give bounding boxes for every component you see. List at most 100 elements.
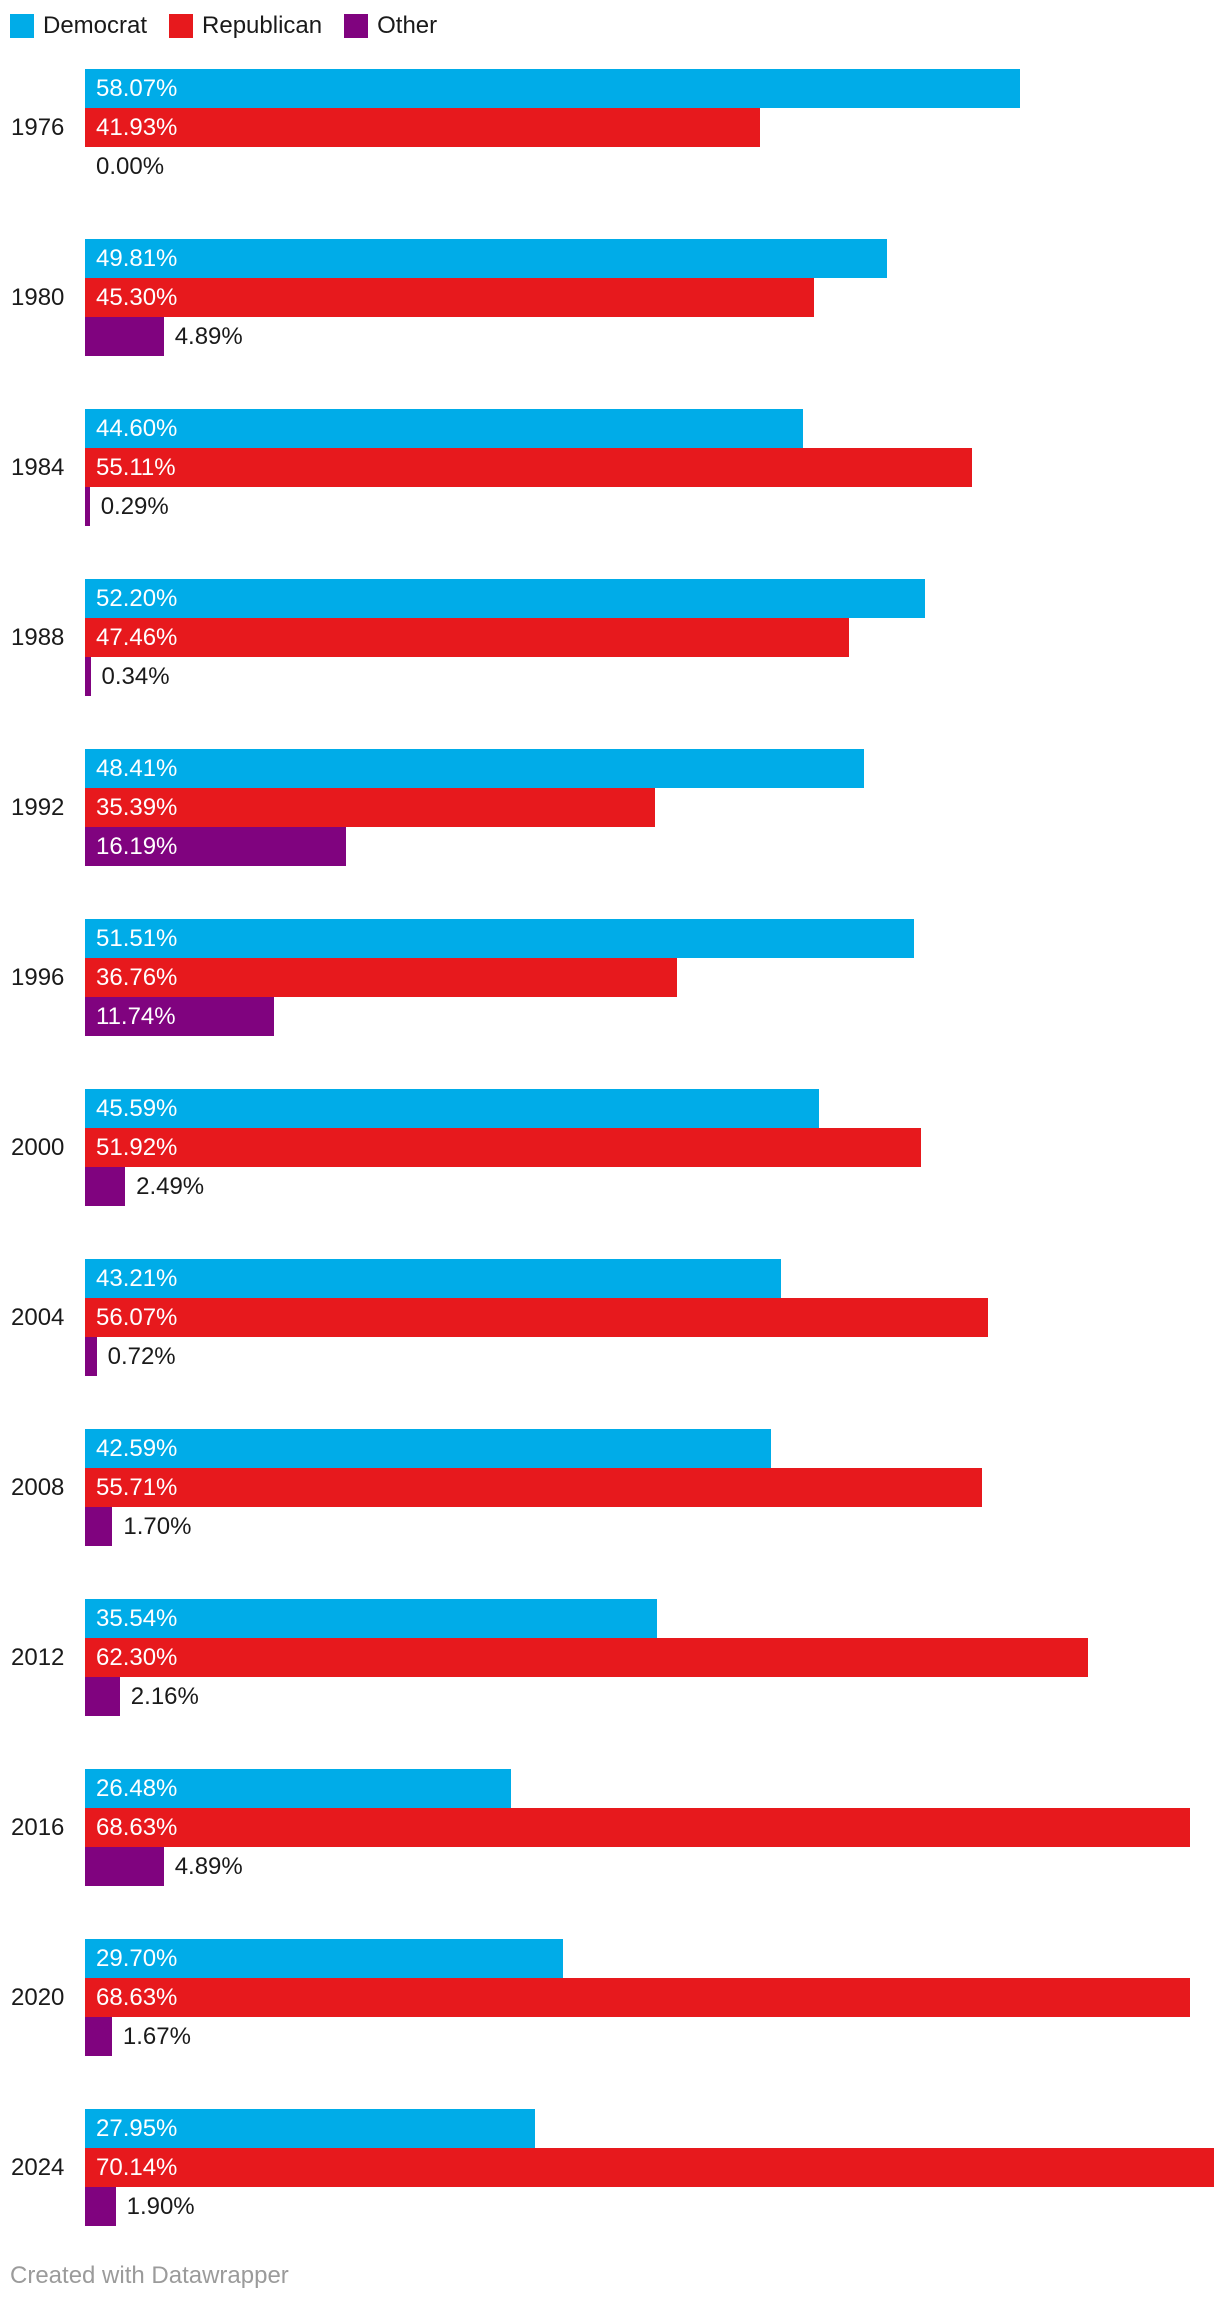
- bar-democrat[interactable]: 29.70%: [85, 1939, 564, 1978]
- bar-democrat[interactable]: 27.95%: [85, 2109, 535, 2148]
- year-group: 1996 51.51% 36.76% 11.74%: [0, 919, 1220, 1036]
- bar-republican[interactable]: 68.63%: [85, 1978, 1190, 2017]
- bar-row: 44.60%: [85, 409, 1220, 448]
- value-label: 4.89%: [174, 1853, 243, 1880]
- bar-democrat[interactable]: 58.07%: [85, 69, 1020, 108]
- value-label: 43.21%: [96, 1265, 178, 1292]
- value-label: 35.54%: [96, 1605, 178, 1632]
- bar-republican[interactable]: 62.30%: [85, 1638, 1088, 1677]
- legend-label: Other: [377, 12, 438, 39]
- value-label: 0.00%: [96, 153, 165, 180]
- year-label: 2012: [11, 1644, 65, 1671]
- bar-republican[interactable]: 55.11%: [85, 448, 973, 487]
- bar-row: 2.16%: [85, 1677, 1220, 1716]
- bar-row: 4.89%: [85, 317, 1220, 356]
- year-group: 1976 58.07% 41.93% 0.00%: [0, 69, 1220, 186]
- bar-other[interactable]: [85, 2017, 112, 2056]
- legend: Democrat Republican Other: [10, 14, 437, 38]
- value-label: 42.59%: [96, 1435, 178, 1462]
- bar-republican[interactable]: 45.30%: [85, 278, 815, 317]
- value-label: 2.49%: [136, 1173, 205, 1200]
- value-label: 4.89%: [174, 323, 243, 350]
- bar-other[interactable]: [85, 1677, 120, 1716]
- year-group: 2008 42.59% 55.71% 1.70%: [0, 1429, 1220, 1546]
- bar-other[interactable]: [85, 1167, 126, 1206]
- legend-item-other: Other: [344, 14, 437, 38]
- bar-republican[interactable]: 35.39%: [85, 788, 655, 827]
- bar-row: 1.90%: [85, 2187, 1220, 2226]
- bar-row: 1.70%: [85, 1507, 1220, 1546]
- bar-row: 27.95%: [85, 2109, 1220, 2148]
- value-label: 68.63%: [96, 1814, 178, 1841]
- bar-row: 68.63%: [85, 1978, 1220, 2017]
- bar-row: 58.07%: [85, 69, 1220, 108]
- year-group: 2016 26.48% 68.63% 4.89%: [0, 1769, 1220, 1886]
- value-label: 70.14%: [96, 2154, 178, 2181]
- bar-row: 70.14%: [85, 2148, 1220, 2187]
- year-label: 2000: [11, 1134, 65, 1161]
- value-label: 56.07%: [96, 1304, 178, 1331]
- bar-row: 35.39%: [85, 788, 1220, 827]
- year-label: 2008: [11, 1474, 65, 1501]
- year-group: 2020 29.70% 68.63% 1.67%: [0, 1939, 1220, 2056]
- legend-label: Republican: [202, 12, 323, 39]
- bar-republican[interactable]: 41.93%: [85, 108, 761, 147]
- datawrapper-credit-link[interactable]: Created with Datawrapper: [10, 2262, 289, 2289]
- bar-row: 51.92%: [85, 1128, 1220, 1167]
- legend-label: Democrat: [43, 12, 148, 39]
- bar-democrat[interactable]: 49.81%: [85, 239, 887, 278]
- bar-republican[interactable]: 70.14%: [85, 2148, 1215, 2187]
- bar-other[interactable]: [85, 657, 91, 696]
- value-label: 11.74%: [96, 1003, 176, 1030]
- legend-swatch-icon: [344, 14, 369, 38]
- bar-republican[interactable]: 51.92%: [85, 1128, 921, 1167]
- bar-other[interactable]: [85, 1507, 113, 1546]
- bar-democrat[interactable]: 52.20%: [85, 579, 926, 618]
- bar-republican[interactable]: 55.71%: [85, 1468, 982, 1507]
- bar-democrat[interactable]: 35.54%: [85, 1599, 658, 1638]
- bar-other[interactable]: [85, 1847, 164, 1886]
- year-label: 1976: [11, 114, 65, 141]
- bar-row: 4.89%: [85, 1847, 1220, 1886]
- bar-republican[interactable]: 68.63%: [85, 1808, 1190, 1847]
- value-label: 1.70%: [123, 1513, 192, 1540]
- bar-row: 55.71%: [85, 1468, 1220, 1507]
- bar-other[interactable]: [85, 2187, 116, 2226]
- value-label: 47.46%: [96, 624, 178, 651]
- bar-democrat[interactable]: 51.51%: [85, 919, 915, 958]
- bar-row: 62.30%: [85, 1638, 1220, 1677]
- bar-democrat[interactable]: 42.59%: [85, 1429, 771, 1468]
- bar-row: 1.67%: [85, 2017, 1220, 2056]
- year-group: 1992 48.41% 35.39% 16.19%: [0, 749, 1220, 866]
- bar-democrat[interactable]: 44.60%: [85, 409, 804, 448]
- value-label: 58.07%: [96, 75, 178, 102]
- bar-democrat[interactable]: 45.59%: [85, 1089, 819, 1128]
- bar-other[interactable]: 16.19%: [85, 827, 346, 866]
- year-label: 2016: [11, 1814, 65, 1841]
- bar-row: 26.48%: [85, 1769, 1220, 1808]
- bar-other[interactable]: 11.74%: [85, 997, 274, 1036]
- value-label: 44.60%: [96, 415, 178, 442]
- bar-row: 16.19%: [85, 827, 1220, 866]
- value-label: 55.71%: [96, 1474, 178, 1501]
- value-label: 27.95%: [96, 2115, 178, 2142]
- bar-other[interactable]: [85, 317, 164, 356]
- bar-row: 2.49%: [85, 1167, 1220, 1206]
- bar-row: 45.30%: [85, 278, 1220, 317]
- legend-item-democrat: Democrat: [10, 14, 147, 38]
- value-label: 1.67%: [122, 2023, 191, 2050]
- bar-republican[interactable]: 47.46%: [85, 618, 850, 657]
- bar-other[interactable]: [85, 487, 90, 526]
- value-label: 26.48%: [96, 1775, 178, 1802]
- value-label: 55.11%: [96, 454, 176, 481]
- bar-democrat[interactable]: 43.21%: [85, 1259, 781, 1298]
- bar-democrat[interactable]: 48.41%: [85, 749, 865, 788]
- bar-row: 41.93%: [85, 108, 1220, 147]
- bar-republican[interactable]: 56.07%: [85, 1298, 988, 1337]
- value-label: 68.63%: [96, 1984, 178, 2011]
- bar-democrat[interactable]: 26.48%: [85, 1769, 512, 1808]
- bar-republican[interactable]: 36.76%: [85, 958, 677, 997]
- bar-other[interactable]: [85, 1337, 97, 1376]
- value-label: 36.76%: [96, 964, 178, 991]
- year-group: 2012 35.54% 62.30% 2.16%: [0, 1599, 1220, 1716]
